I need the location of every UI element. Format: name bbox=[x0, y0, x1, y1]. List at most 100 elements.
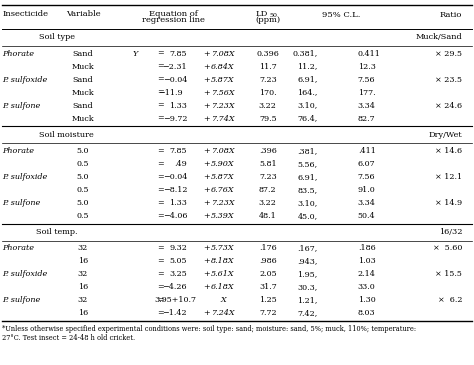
Text: 1.03: 1.03 bbox=[358, 257, 375, 265]
Text: P. sulfoxide: P. sulfoxide bbox=[2, 173, 47, 181]
Text: 5.87X: 5.87X bbox=[211, 173, 235, 181]
Text: 3.34: 3.34 bbox=[358, 101, 376, 110]
Text: 5.39X: 5.39X bbox=[211, 212, 235, 220]
Text: +: + bbox=[203, 245, 210, 253]
Text: +: + bbox=[203, 101, 210, 110]
Text: Phorate: Phorate bbox=[2, 147, 35, 155]
Text: +: + bbox=[203, 173, 210, 181]
Text: −2.31: −2.31 bbox=[163, 62, 187, 70]
Text: × 24.6: × 24.6 bbox=[435, 101, 462, 110]
Text: 3.10,: 3.10, bbox=[297, 199, 318, 207]
Text: 32: 32 bbox=[78, 296, 88, 304]
Text: 16/32: 16/32 bbox=[438, 228, 462, 236]
Text: regression line: regression line bbox=[142, 16, 204, 24]
Text: −4.06: −4.06 bbox=[163, 212, 187, 220]
Text: −8.12: −8.12 bbox=[163, 186, 187, 194]
Text: 8.03: 8.03 bbox=[358, 310, 375, 318]
Text: 3.22: 3.22 bbox=[259, 199, 277, 207]
Text: =: = bbox=[157, 101, 164, 110]
Text: =: = bbox=[157, 115, 164, 123]
Text: (ppm): (ppm) bbox=[255, 16, 281, 24]
Text: +: + bbox=[203, 115, 210, 123]
Text: 0.5: 0.5 bbox=[77, 212, 89, 220]
Text: 7.23: 7.23 bbox=[259, 173, 277, 181]
Text: P. sulfone: P. sulfone bbox=[2, 296, 41, 304]
Text: P. sulfoxide: P. sulfoxide bbox=[2, 76, 47, 84]
Text: =: = bbox=[157, 257, 164, 265]
Text: 0.5: 0.5 bbox=[77, 160, 89, 168]
Text: 11.7: 11.7 bbox=[259, 62, 277, 70]
Text: 5.0: 5.0 bbox=[77, 147, 89, 155]
Text: =: = bbox=[157, 310, 164, 318]
Text: +: + bbox=[203, 89, 210, 96]
Text: 91.0: 91.0 bbox=[358, 186, 375, 194]
Text: .381,: .381, bbox=[297, 147, 318, 155]
Text: *Unless otherwise specified experimental conditions were: soil type: sand; moist: *Unless otherwise specified experimental… bbox=[2, 325, 417, 342]
Text: 50: 50 bbox=[269, 14, 277, 18]
Text: =: = bbox=[157, 212, 164, 220]
Text: 1.21,: 1.21, bbox=[297, 296, 318, 304]
Text: Phorate: Phorate bbox=[2, 50, 35, 58]
Text: 48.1: 48.1 bbox=[259, 212, 277, 220]
Text: 30.3,: 30.3, bbox=[297, 284, 318, 291]
Text: 7.72: 7.72 bbox=[259, 310, 277, 318]
Text: 170.: 170. bbox=[259, 89, 277, 96]
Text: Insecticide: Insecticide bbox=[2, 10, 48, 18]
Text: 5.05: 5.05 bbox=[170, 257, 187, 265]
Text: 2.14: 2.14 bbox=[358, 270, 376, 278]
Text: 1.95,: 1.95, bbox=[297, 270, 318, 278]
Text: 12.3: 12.3 bbox=[358, 62, 376, 70]
Text: 6.91,: 6.91, bbox=[297, 76, 318, 84]
Text: Sand: Sand bbox=[73, 76, 93, 84]
Text: =: = bbox=[157, 147, 164, 155]
Text: 5.61X: 5.61X bbox=[211, 270, 235, 278]
Text: 1.33: 1.33 bbox=[169, 101, 187, 110]
Text: =: = bbox=[157, 199, 164, 207]
Text: 5.90X: 5.90X bbox=[211, 160, 235, 168]
Text: 7.08X: 7.08X bbox=[211, 50, 235, 58]
Text: Muck: Muck bbox=[72, 115, 94, 123]
Text: Muck: Muck bbox=[72, 89, 94, 96]
Text: .167,: .167, bbox=[297, 245, 318, 253]
Text: =: = bbox=[157, 270, 164, 278]
Text: × 15.5: × 15.5 bbox=[435, 270, 462, 278]
Text: 83.5,: 83.5, bbox=[298, 186, 318, 194]
Text: 0.381,: 0.381, bbox=[292, 50, 318, 58]
Text: 1.25: 1.25 bbox=[259, 296, 277, 304]
Text: 3.10,: 3.10, bbox=[297, 101, 318, 110]
Text: 1.33: 1.33 bbox=[169, 199, 187, 207]
Text: 7.56: 7.56 bbox=[358, 76, 375, 84]
Text: +: + bbox=[203, 212, 210, 220]
Text: .176: .176 bbox=[259, 245, 277, 253]
Text: 95% C.L.: 95% C.L. bbox=[322, 11, 360, 19]
Text: 7.56X: 7.56X bbox=[211, 89, 235, 96]
Text: 6.84X: 6.84X bbox=[211, 62, 235, 70]
Text: Variable: Variable bbox=[65, 10, 100, 18]
Text: 6.91,: 6.91, bbox=[297, 173, 318, 181]
Text: 5.0: 5.0 bbox=[77, 199, 89, 207]
Text: +: + bbox=[203, 147, 210, 155]
Text: 7.74X: 7.74X bbox=[211, 115, 235, 123]
Text: 7.42,: 7.42, bbox=[297, 310, 318, 318]
Text: 7.56: 7.56 bbox=[358, 173, 375, 181]
Text: −0.04: −0.04 bbox=[163, 76, 187, 84]
Text: Soil type: Soil type bbox=[39, 33, 75, 41]
Text: Muck/Sand: Muck/Sand bbox=[416, 33, 462, 41]
Text: 16: 16 bbox=[78, 284, 88, 291]
Text: +: + bbox=[203, 50, 210, 58]
Text: 32: 32 bbox=[78, 245, 88, 253]
Text: 1.30: 1.30 bbox=[358, 296, 375, 304]
Text: 7.08X: 7.08X bbox=[211, 147, 235, 155]
Text: 5.0: 5.0 bbox=[77, 173, 89, 181]
Text: =: = bbox=[157, 160, 164, 168]
Text: 3.22: 3.22 bbox=[259, 101, 277, 110]
Text: +: + bbox=[203, 186, 210, 194]
Text: 82.7: 82.7 bbox=[358, 115, 375, 123]
Text: =: = bbox=[157, 50, 164, 58]
Text: 9.32: 9.32 bbox=[169, 245, 187, 253]
Text: Phorate: Phorate bbox=[2, 245, 35, 253]
Text: × 23.5: × 23.5 bbox=[435, 76, 462, 84]
Text: +: + bbox=[203, 160, 210, 168]
Text: .396: .396 bbox=[259, 147, 277, 155]
Text: × 12.1: × 12.1 bbox=[435, 173, 462, 181]
